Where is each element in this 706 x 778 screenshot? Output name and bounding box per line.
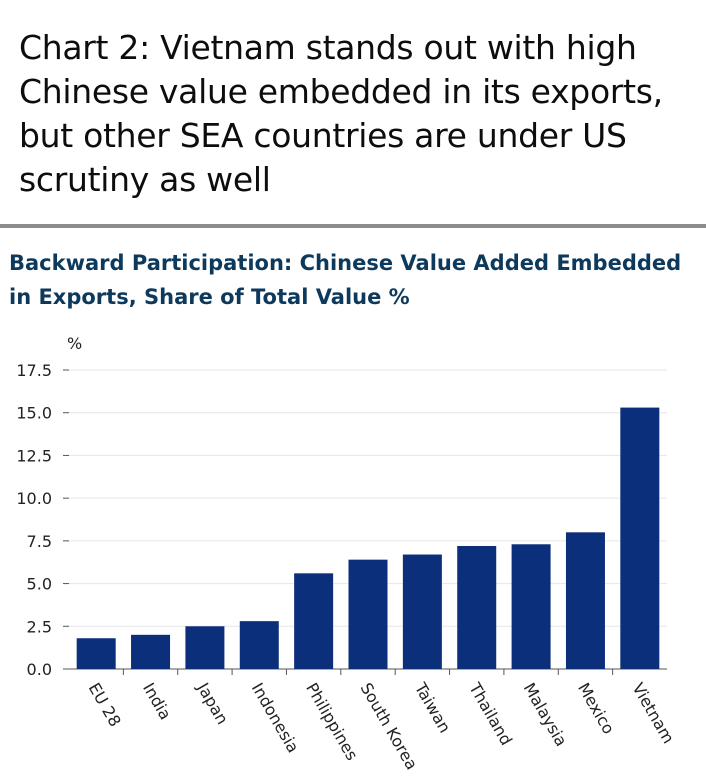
x-tick-label: Malaysia: [520, 680, 571, 750]
y-tick-label: 5.0: [27, 575, 52, 594]
x-tick-label: India: [139, 680, 175, 724]
chart-title: Backward Participation: Chinese Value Ad…: [9, 251, 682, 309]
bar: [294, 573, 334, 669]
y-tick-label: 10.0: [16, 489, 52, 508]
y-tick-label: 7.5: [27, 532, 52, 551]
x-tick-label: Japan: [193, 679, 232, 728]
x-tick-label: Mexico: [574, 680, 618, 738]
bar: [348, 559, 388, 669]
bar: [457, 545, 497, 669]
y-tick-label: 12.5: [16, 446, 52, 465]
bar: [185, 626, 225, 669]
bar: [620, 407, 660, 669]
y-tick-label: 2.5: [27, 617, 52, 636]
headline: Chart 2: Vietnam stands out with high Ch…: [19, 28, 663, 199]
x-tick-label: Philippines: [302, 680, 362, 764]
bar: [402, 554, 442, 669]
y-tick-label: 15.0: [16, 404, 52, 423]
x-tick-label: Vietnam: [628, 680, 678, 747]
y-tick-label: 17.5: [16, 361, 52, 380]
x-tick-label: EU 28: [85, 680, 125, 730]
bars: [76, 407, 660, 669]
y-axis-unit-label: %: [67, 334, 82, 353]
bar: [565, 532, 605, 669]
bar: [511, 544, 551, 669]
x-axis-ticks: EU 28 India Japan Indonesia PhilippinesSouth…: [85, 669, 678, 773]
bar: [131, 634, 171, 669]
x-tick-label: South Korea: [357, 680, 422, 773]
x-tick-label: Thailand: [465, 679, 516, 749]
bar: [76, 638, 116, 669]
divider: [0, 224, 706, 228]
x-tick-label: Indonesia: [248, 680, 303, 757]
x-tick-label: Taiwan: [410, 679, 454, 736]
y-tick-label: 0.0: [27, 660, 52, 679]
bar: [239, 621, 279, 669]
